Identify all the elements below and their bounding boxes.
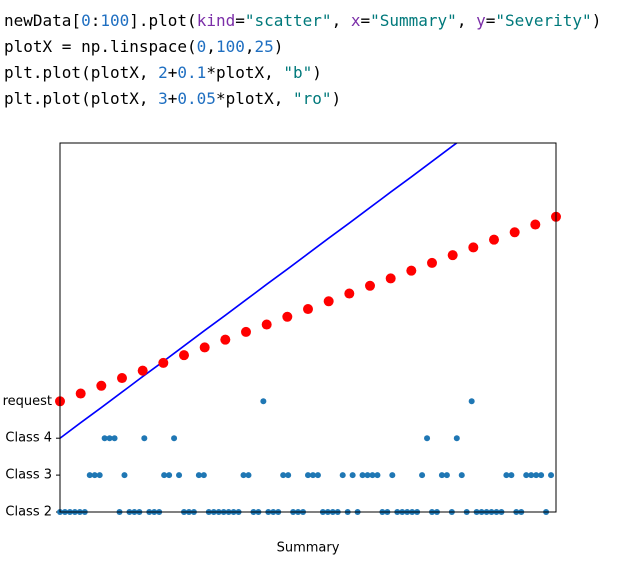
point (305, 472, 311, 479)
plot-frame (59, 142, 557, 513)
point (179, 350, 189, 361)
point (359, 472, 366, 479)
point (137, 365, 148, 376)
point (158, 357, 169, 368)
point (344, 288, 355, 299)
point (528, 472, 535, 479)
point (538, 472, 545, 479)
y-tick-label: Class 2 (5, 505, 52, 520)
point (365, 280, 375, 291)
point (86, 472, 93, 479)
point (240, 472, 247, 479)
point (309, 472, 316, 479)
point (548, 472, 555, 479)
point (106, 435, 113, 442)
point (195, 472, 202, 479)
point (530, 219, 541, 230)
point (141, 435, 148, 442)
y-tick-label: Class 4 (5, 431, 52, 446)
y-tick-label: Class 3 (5, 468, 52, 483)
point (523, 472, 530, 479)
point (101, 435, 108, 442)
point (200, 472, 207, 479)
point (121, 472, 128, 479)
point (166, 472, 173, 479)
point (199, 342, 210, 353)
point (489, 234, 499, 245)
point (339, 472, 346, 479)
point (314, 472, 321, 479)
point (453, 435, 460, 442)
point (389, 472, 396, 479)
point (508, 472, 515, 479)
code-line: plotX = np.linspace(0,100,25) (4, 37, 284, 56)
point (438, 472, 445, 479)
point (468, 242, 479, 253)
point (468, 398, 475, 405)
point (91, 472, 98, 479)
point (171, 435, 178, 442)
point (245, 472, 252, 479)
code-line: plt.plot(plotX, 2+0.1*plotX, "b") (4, 63, 322, 82)
point (374, 472, 381, 479)
code-cell: newData[0:100].plot(kind="scatter", x="S… (4, 8, 601, 112)
point (285, 472, 292, 479)
point (509, 227, 520, 238)
point (503, 472, 510, 479)
point (385, 273, 396, 284)
x-axis-label: Summary (277, 541, 340, 556)
point (458, 472, 465, 479)
point (323, 296, 334, 307)
point (427, 257, 437, 268)
point (111, 435, 118, 442)
point (280, 472, 287, 479)
point (241, 326, 251, 337)
point (533, 472, 540, 479)
point (260, 398, 267, 405)
point (261, 319, 272, 330)
point (96, 380, 107, 391)
point (364, 472, 371, 479)
point (176, 472, 183, 479)
point (424, 435, 431, 442)
code-line: plt.plot(plotX, 3+0.05*plotX, "ro") (4, 89, 342, 108)
point (443, 472, 450, 479)
point (419, 472, 426, 479)
point (75, 388, 86, 399)
point (117, 373, 127, 384)
point (349, 472, 356, 479)
point (282, 311, 293, 322)
point (96, 472, 103, 479)
point (220, 334, 231, 345)
line (60, 143, 459, 439)
y-tick-label: request (3, 394, 52, 409)
point (447, 250, 458, 261)
point (406, 265, 417, 276)
point (369, 472, 376, 479)
point (303, 304, 313, 315)
point (161, 472, 168, 479)
code-line: newData[0:100].plot(kind="scatter", x="S… (4, 11, 602, 30)
